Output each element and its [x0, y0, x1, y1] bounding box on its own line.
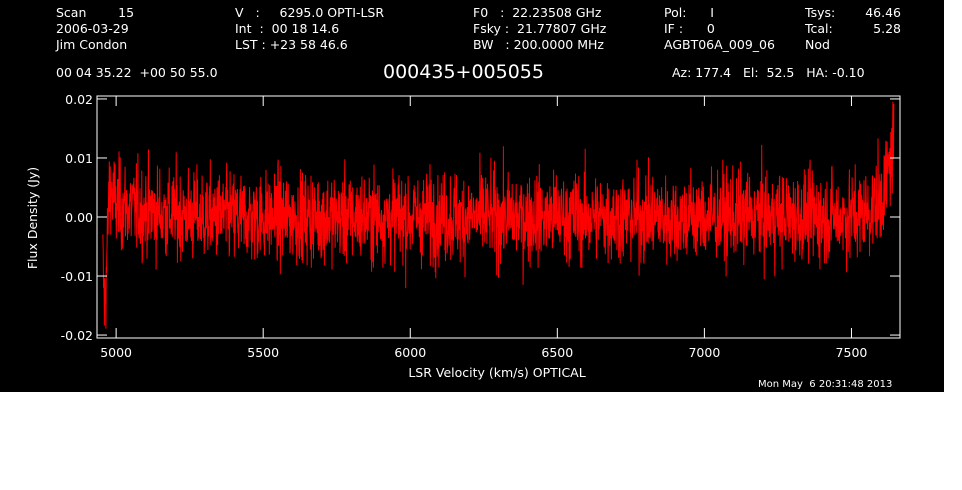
header-velocity: V : 6295.0 OPTI-LSR — [235, 5, 385, 20]
header-pol: Pol: I — [664, 5, 714, 20]
y-tick-label: 0.01 — [65, 151, 93, 166]
header-if: IF : 0 — [664, 21, 715, 36]
x-tick-label: 6500 — [541, 345, 573, 360]
header-tcal-label: Tcal: — [805, 21, 833, 36]
y-tick-label: 0.02 — [65, 92, 93, 107]
x-tick-label: 6000 — [394, 345, 426, 360]
x-tick-label: 7500 — [836, 345, 868, 360]
header-lst: LST : +23 58 46.6 — [235, 37, 348, 52]
y-tick-label: -0.02 — [61, 328, 93, 343]
header-bw: BW : 200.0000 MHz — [473, 37, 604, 52]
y-axis-ticks: -0.02 -0.01 0.00 0.01 0.02 — [61, 92, 900, 343]
header-f0: F0 : 22.23508 GHz — [473, 5, 602, 20]
x-axis-ticks: 5000 5500 6000 6500 7000 7500 — [100, 96, 867, 360]
header-date: 2006-03-29 — [56, 21, 129, 36]
header-fsky: Fsky : 21.77807 GHz — [473, 21, 607, 36]
x-tick-label: 7000 — [688, 345, 720, 360]
y-tick-label: 0.00 — [65, 210, 93, 225]
header-project: AGBT06A_009_06 — [664, 37, 775, 52]
x-axis-label: LSR Velocity (km/s) OPTICAL — [408, 365, 585, 380]
header-int: Int : 00 18 14.6 — [235, 21, 340, 36]
header-tsys-value: 46.46 — [865, 5, 901, 20]
spectrum-line — [102, 101, 895, 329]
spectrum-chart: -0.02 -0.01 0.00 0.01 0.02 5000 5500 6000 6500 7… — [25, 92, 901, 380]
timestamp: Mon May 6 20:31:48 2013 — [758, 379, 893, 390]
header-tcal-value: 5.28 — [873, 21, 901, 36]
x-tick-label: 5500 — [247, 345, 279, 360]
y-tick-label: -0.01 — [61, 269, 93, 284]
header-mode: Nod — [805, 37, 830, 52]
plot-window: Scan 15 2006-03-29 Jim Condon V : 6295.0… — [0, 0, 944, 392]
header-observer: Jim Condon — [56, 37, 128, 52]
x-tick-label: 5000 — [100, 345, 132, 360]
header-coords: 00 04 35.22 +00 50 55.0 — [56, 65, 218, 80]
header-tsys-label: Tsys: — [805, 5, 836, 20]
spectrum-trace — [102, 101, 895, 329]
header-scan: Scan 15 — [56, 5, 135, 20]
y-axis-label: Flux Density (Jy) — [25, 167, 40, 269]
source-title: 000435+005055 — [383, 61, 544, 83]
header-azelha: Az: 177.4 El: 52.5 HA: -0.10 — [672, 65, 865, 80]
